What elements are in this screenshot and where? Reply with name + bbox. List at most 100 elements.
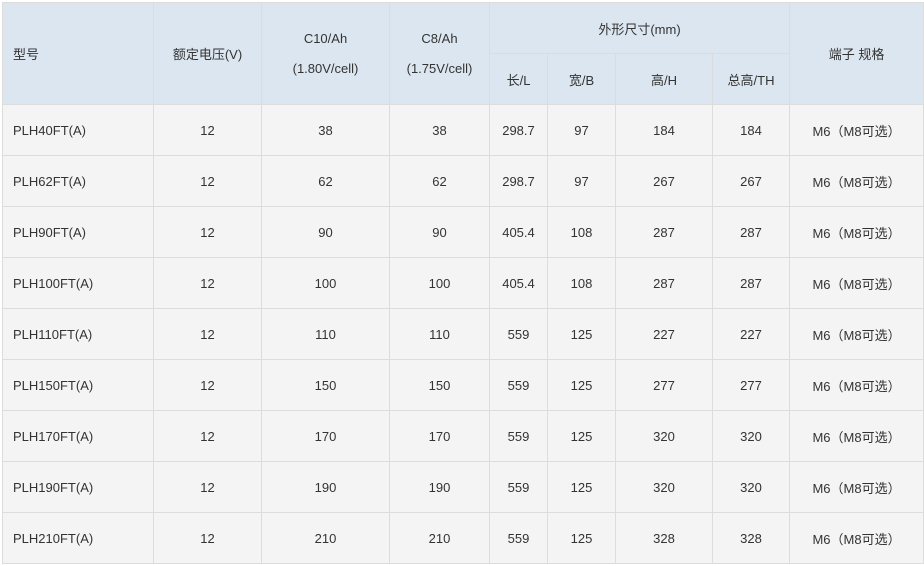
table-row: PLH150FT(A) 12 150 150 559 125 277 277 M6（M8可选） — [2, 359, 924, 411]
cell-width: 125 — [547, 410, 616, 462]
cell-voltage: 12 — [153, 257, 262, 309]
cell-height: 184 — [615, 104, 713, 156]
cell-c10: 110 — [261, 308, 390, 360]
cell-total-height: 277 — [711, 359, 791, 411]
table-row: PLH190FT(A) 12 190 190 559 125 320 320 M6（M8可选） — [2, 461, 924, 513]
cell-height: 287 — [615, 206, 713, 258]
cell-model: PLH210FT(A) — [2, 512, 154, 564]
cell-height: 277 — [615, 359, 713, 411]
cell-c10: 210 — [261, 512, 390, 564]
cell-model: PLH40FT(A) — [2, 104, 154, 156]
cell-voltage: 12 — [153, 359, 262, 411]
cell-length: 559 — [489, 410, 548, 462]
cell-width: 125 — [547, 461, 616, 513]
header-dimensions: 外形尺寸(mm) — [488, 2, 791, 54]
table-body: PLH40FT(A) 12 38 38 298.7 97 184 184 M6（M8可选） PLH… — [2, 104, 924, 564]
cell-c10: 150 — [261, 359, 390, 411]
cell-width: 125 — [547, 359, 616, 411]
table-row: PLH210FT(A) 12 210 210 559 125 328 328 M6（M8可选） — [2, 512, 924, 564]
cell-c8: 38 — [389, 104, 490, 156]
cell-height: 287 — [615, 257, 713, 309]
cell-terminal: M6（M8可选） — [789, 410, 924, 462]
cell-c8: 170 — [389, 410, 490, 462]
cell-height: 267 — [615, 155, 713, 207]
cell-c10: 38 — [261, 104, 390, 156]
cell-c10: 90 — [261, 206, 390, 258]
cell-c10: 100 — [261, 257, 390, 309]
cell-terminal: M6（M8可选） — [789, 155, 924, 207]
header-c10-condition: (1.80V/cell) — [292, 60, 359, 76]
header-c10-title: C10/Ah — [303, 30, 348, 46]
cell-c8: 100 — [389, 257, 490, 309]
cell-width: 125 — [547, 308, 616, 360]
header-terminal: 端子 规格 — [789, 2, 924, 105]
cell-total-height: 267 — [711, 155, 791, 207]
cell-model: PLH62FT(A) — [2, 155, 154, 207]
cell-total-height: 287 — [711, 206, 791, 258]
cell-length: 559 — [489, 461, 548, 513]
table-row: PLH90FT(A) 12 90 90 405.4 108 287 287 M6（M8可选） — [2, 206, 924, 258]
cell-voltage: 12 — [153, 410, 262, 462]
cell-model: PLH100FT(A) — [2, 257, 154, 309]
cell-total-height: 227 — [711, 308, 791, 360]
cell-length: 559 — [489, 359, 548, 411]
cell-length: 298.7 — [489, 104, 548, 156]
cell-height: 320 — [615, 461, 713, 513]
cell-c8: 210 — [389, 512, 490, 564]
cell-model: PLH170FT(A) — [2, 410, 154, 462]
cell-terminal: M6（M8可选） — [789, 257, 924, 309]
cell-c8: 90 — [389, 206, 490, 258]
cell-voltage: 12 — [153, 461, 262, 513]
cell-model: PLH90FT(A) — [2, 206, 154, 258]
cell-width: 108 — [547, 206, 616, 258]
cell-terminal: M6（M8可选） — [789, 104, 924, 156]
cell-width: 97 — [547, 155, 616, 207]
table-row: PLH110FT(A) 12 110 110 559 125 227 227 M6（M8可选） — [2, 308, 924, 360]
cell-voltage: 12 — [153, 206, 262, 258]
cell-terminal: M6（M8可选） — [789, 206, 924, 258]
cell-width: 97 — [547, 104, 616, 156]
cell-total-height: 287 — [711, 257, 791, 309]
header-height: 高/H — [615, 53, 713, 105]
cell-c8: 62 — [389, 155, 490, 207]
header-length: 长/L — [489, 53, 548, 105]
cell-length: 298.7 — [489, 155, 548, 207]
cell-length: 405.4 — [489, 257, 548, 309]
cell-length: 559 — [489, 308, 548, 360]
header-width: 宽/B — [547, 53, 616, 105]
header-voltage: 额定电压(V) — [153, 2, 262, 105]
cell-model: PLH190FT(A) — [2, 461, 154, 513]
table-row: PLH100FT(A) 12 100 100 405.4 108 287 287 M6（M8可选… — [2, 257, 924, 309]
header-total-height: 总高/TH — [711, 53, 791, 105]
cell-voltage: 12 — [153, 512, 262, 564]
table-row: PLH62FT(A) 12 62 62 298.7 97 267 267 M6（M8可选） — [2, 155, 924, 207]
header-c8-title: C8/Ah — [421, 30, 458, 46]
cell-terminal: M6（M8可选） — [789, 308, 924, 360]
cell-height: 328 — [615, 512, 713, 564]
cell-c8: 150 — [389, 359, 490, 411]
cell-voltage: 12 — [153, 308, 262, 360]
cell-length: 559 — [489, 512, 548, 564]
header-model: 型号 — [2, 2, 154, 105]
header-c10: C10/Ah (1.80V/cell) — [261, 2, 390, 105]
cell-terminal: M6（M8可选） — [789, 512, 924, 564]
cell-total-height: 184 — [711, 104, 791, 156]
cell-c10: 62 — [261, 155, 390, 207]
cell-c10: 190 — [261, 461, 390, 513]
cell-length: 405.4 — [489, 206, 548, 258]
cell-total-height: 328 — [711, 512, 791, 564]
cell-width: 125 — [547, 512, 616, 564]
cell-c10: 170 — [261, 410, 390, 462]
cell-terminal: M6（M8可选） — [789, 359, 924, 411]
header-c8-condition: (1.75V/cell) — [406, 60, 473, 76]
cell-height: 227 — [615, 308, 713, 360]
cell-terminal: M6（M8可选） — [789, 461, 924, 513]
cell-voltage: 12 — [153, 155, 262, 207]
table-row: PLH170FT(A) 12 170 170 559 125 320 320 M6（M8可选） — [2, 410, 924, 462]
cell-c8: 110 — [389, 308, 490, 360]
cell-c8: 190 — [389, 461, 490, 513]
cell-model: PLH110FT(A) — [2, 308, 154, 360]
cell-height: 320 — [615, 410, 713, 462]
cell-model: PLH150FT(A) — [2, 359, 154, 411]
